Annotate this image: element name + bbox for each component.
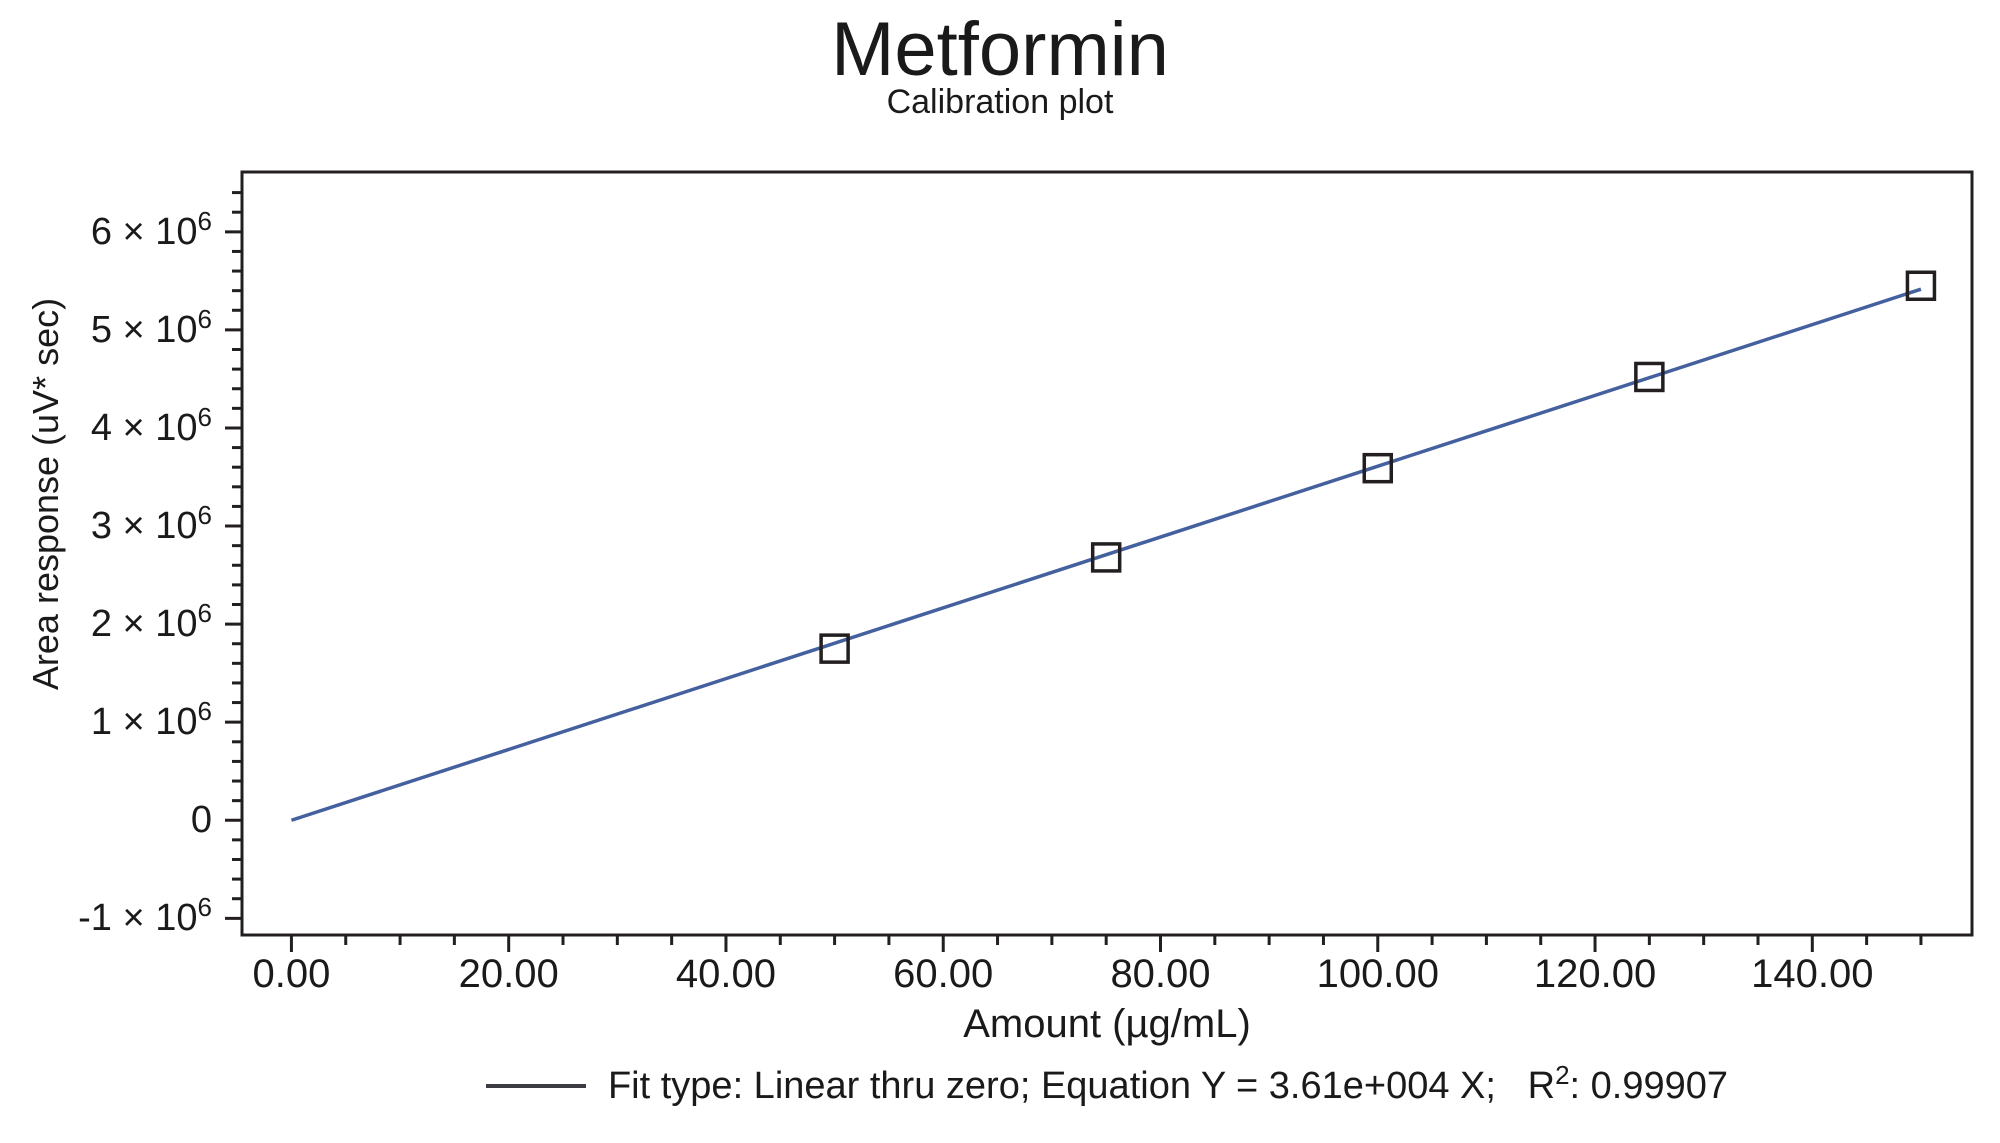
- data-point-marker: [819, 633, 850, 664]
- data-point-marker: [1634, 361, 1665, 393]
- fit-line-legend-swatch-icon: [485, 1084, 586, 1088]
- legend-text: Fit type: Linear thru zero; Equation Y =…: [607, 1060, 1729, 1108]
- legend-text-post: : 0.99907: [1569, 1064, 1729, 1107]
- y-axis-title: Area response (uV* sec): [25, 297, 66, 691]
- data-point-marker: [1905, 270, 1937, 302]
- legend-text-pre: Fit type: Linear thru zero; Equation Y =…: [607, 1064, 1556, 1107]
- data-point-marker: [1362, 452, 1394, 484]
- fit-line: [290, 287, 1922, 822]
- chart-subtitle: Calibration plot: [886, 83, 1114, 121]
- x-axis-title: Amount (µg/mL): [963, 1002, 1251, 1046]
- legend: Fit type: Linear thru zero; Equation Y =…: [242, 1060, 1972, 1112]
- chart-title: Metformin: [831, 7, 1169, 92]
- legend-text-superscript: 2: [1555, 1059, 1570, 1090]
- data-point-marker: [1090, 542, 1122, 573]
